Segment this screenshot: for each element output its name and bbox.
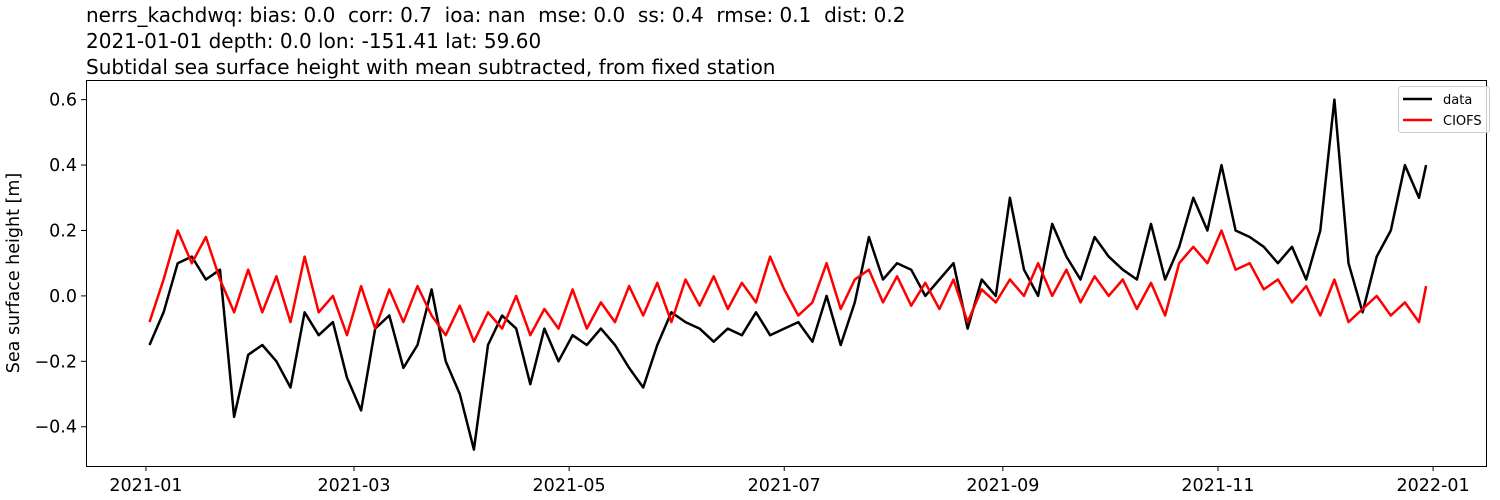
x-tick-label: 2021-05 [533,476,606,496]
y-tick-label: −0.4 [35,418,78,438]
x-tick-label: 2021-07 [748,476,821,496]
y-axis-label: Sea surface height [m] [4,173,24,373]
legend-label-data: data [1443,93,1472,108]
series-line-ciofs [148,229,1428,343]
ticks-layer: 2021-01 2021-03 2021-05 2021-07 2021-09 2021-… [35,91,1470,496]
chart-title-line-1: nerrs_kachdwq: bias: 0.0 corr: 0.7 ioa: … [86,3,906,27]
series-line-data [148,98,1428,451]
x-tick-label: 2022-01 [1397,476,1470,496]
y-tick-label: 0.0 [49,287,77,307]
x-tick-label: 2021-09 [966,476,1039,496]
y-tick-label: −0.2 [35,352,78,372]
legend: data CIOFS [1398,86,1490,133]
y-tick-label: 0.6 [49,91,77,111]
y-tick-label: 0.2 [49,221,77,241]
y-tick-label: 0.4 [49,156,77,176]
chart-title-line-3: Subtidal sea surface height with mean su… [86,55,775,79]
x-tick-label: 2021-11 [1181,476,1254,496]
x-tick-label: 2021-03 [317,476,390,496]
chart-title-line-2: 2021-01-01 depth: 0.0 lon: -151.41 lat: … [86,29,541,53]
legend-label-ciofs: CIOFS [1443,114,1482,129]
plot-area-frame [86,80,1487,467]
series-layer [148,98,1428,451]
x-tick-label: 2021-01 [109,476,182,496]
